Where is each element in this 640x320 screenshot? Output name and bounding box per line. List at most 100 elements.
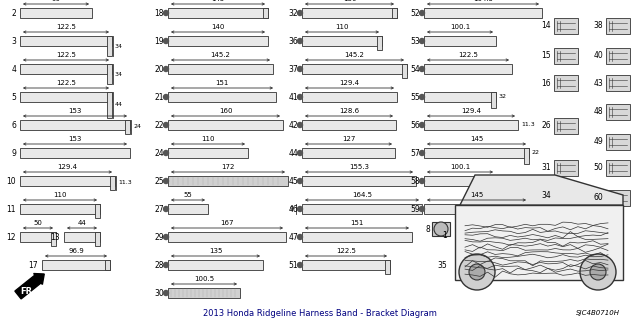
Bar [424,148,529,158]
Text: 30: 30 [154,289,164,298]
Circle shape [298,150,303,156]
Circle shape [163,11,168,15]
Text: 36: 36 [288,36,298,45]
Text: 167: 167 [220,220,234,226]
Circle shape [419,150,424,156]
Text: 28: 28 [154,260,164,269]
Text: 50: 50 [593,164,603,172]
Bar [168,176,288,186]
Text: 100.1: 100.1 [450,24,470,30]
Text: 34: 34 [115,44,123,49]
Text: 52: 52 [410,10,420,19]
Bar [524,148,529,164]
Circle shape [163,150,168,156]
Circle shape [163,206,168,212]
Bar [455,205,623,280]
Text: 122.5: 122.5 [56,80,76,86]
Text: 24: 24 [133,124,141,130]
Text: 50: 50 [33,220,42,226]
Text: 96.9: 96.9 [68,248,84,254]
Bar [491,92,496,108]
Circle shape [419,67,424,71]
Bar [168,64,273,74]
Circle shape [590,264,606,280]
Bar [424,92,496,102]
Bar [554,160,578,176]
Text: 44: 44 [77,220,86,226]
Text: 128.6: 128.6 [339,108,359,114]
Circle shape [298,94,303,100]
Bar [302,204,422,214]
Text: 48: 48 [593,108,603,116]
Text: 17: 17 [28,260,38,269]
Circle shape [298,179,303,183]
Circle shape [469,264,485,280]
Text: 55: 55 [184,192,193,198]
Bar [64,232,100,242]
Text: 43: 43 [593,78,603,87]
Text: 110: 110 [201,136,215,142]
Text: 122.5: 122.5 [336,248,356,254]
Circle shape [419,11,424,15]
Circle shape [163,235,168,239]
Circle shape [580,254,616,290]
Text: 122.5: 122.5 [56,52,76,58]
Bar [302,120,396,130]
Circle shape [298,11,303,15]
Text: 58: 58 [410,178,420,187]
Text: 1: 1 [442,230,447,239]
Text: 12: 12 [6,233,16,242]
Text: 2: 2 [12,9,16,18]
Text: 122.5: 122.5 [458,52,478,58]
Text: 34: 34 [115,71,123,76]
Text: 22: 22 [532,150,540,156]
Text: 164.5: 164.5 [473,0,493,2]
Text: 44: 44 [115,102,123,108]
Text: 54: 54 [410,66,420,75]
Circle shape [434,222,448,236]
Text: 26: 26 [541,122,551,131]
Text: 45: 45 [288,177,298,186]
Text: 5: 5 [11,92,16,101]
Circle shape [419,123,424,127]
Text: 9: 9 [290,206,294,212]
Text: 129.4: 129.4 [58,164,77,170]
Bar [606,134,630,150]
Bar [554,118,578,134]
Bar [302,232,412,242]
Text: 24: 24 [154,148,164,157]
Text: 51: 51 [289,260,298,269]
Text: 4: 4 [11,65,16,74]
Text: 40: 40 [593,52,603,60]
Text: 29: 29 [154,233,164,242]
Text: 47: 47 [288,233,298,242]
Bar [424,120,518,130]
Text: 130: 130 [343,0,356,2]
Bar [302,260,390,270]
Text: 35: 35 [437,260,447,269]
Text: 32: 32 [499,94,507,100]
Text: 164.5: 164.5 [352,192,372,198]
Bar [554,75,578,91]
Bar [125,120,130,134]
Text: 14: 14 [541,21,551,30]
Bar [20,204,100,214]
Bar [377,36,382,50]
Text: 172: 172 [221,164,235,170]
Text: 15: 15 [541,52,551,60]
Bar [168,148,248,158]
Text: 49: 49 [593,138,603,147]
Bar [606,48,630,64]
Circle shape [163,179,168,183]
Text: 122.5: 122.5 [56,24,76,30]
Bar [51,232,56,246]
Bar [554,18,578,34]
Text: 2013 Honda Ridgeline Harness Band - Bracket Diagram: 2013 Honda Ridgeline Harness Band - Brac… [203,308,437,317]
Text: 20: 20 [154,65,164,74]
Text: 27: 27 [154,204,164,213]
Circle shape [419,206,424,212]
Text: 13: 13 [51,233,60,242]
Bar [107,36,112,56]
Bar [302,36,382,46]
Text: 60: 60 [593,194,603,203]
